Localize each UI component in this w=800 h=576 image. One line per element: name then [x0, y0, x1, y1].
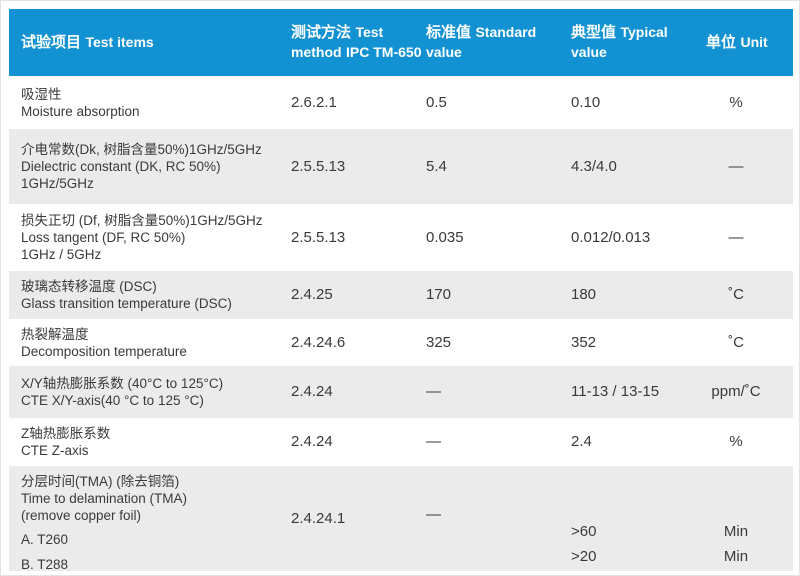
standard-value: 0.035 — [426, 228, 464, 246]
header-standard-zh: 标准值 — [426, 24, 472, 41]
item-line-en: Time to delamination (TMA) — [21, 491, 188, 506]
typical-value: 352 — [571, 333, 597, 351]
table-row-cte-xy: X/Y轴热膨胀系数 (40°C to 125°C) CTE X/Y-axis(4… — [9, 366, 793, 418]
item-line-en: Glass transition temperature (DSC) — [21, 296, 232, 311]
item-line-en: Dielectric constant (DK, RC 50%) — [21, 159, 221, 174]
sub-item-t288: B. T288 — [21, 557, 69, 572]
typical-value: 2.4 — [571, 433, 592, 450]
header-unit-en: Unit — [740, 33, 768, 50]
item-line-en2: 1GHz/5GHz — [21, 176, 94, 191]
header-unit-zh: 单位 — [706, 33, 737, 51]
unit-value: — — [728, 157, 744, 175]
item-line-zh: X/Y轴热膨胀系数 (40°C to 125°C) — [21, 376, 224, 391]
header-standard-en: Standard value — [426, 24, 537, 60]
item-line-en: CTE Z-axis — [21, 443, 89, 458]
properties-table: 试验项目 Test items 测试方法 Test method IPC TM-… — [9, 9, 793, 573]
item-line-en: Moisture absorption — [21, 103, 140, 119]
method-value: 2.4.24 — [291, 433, 333, 450]
item-line-zh: Z轴热膨胀系数 — [21, 426, 111, 441]
header-test-items-en: Test items — [85, 33, 154, 50]
unit-values: Min Min — [706, 523, 766, 566]
unit-value-t288: Min — [723, 548, 749, 565]
item-name: 介电常数(Dk, 树脂含量50%)1GHz/5GHz Dielectric co… — [9, 141, 291, 192]
typical-values: >60 >20 — [571, 523, 706, 566]
table-row-moisture-absorption: 吸湿性 Moisture absorption 2.6.2.1 0.5 0.10… — [9, 76, 793, 129]
item-line-zh: 介电常数(Dk, 树脂含量50%)1GHz/5GHz — [21, 142, 262, 157]
method-value: 2.4.24 — [291, 383, 333, 400]
item-line-en: CTE X/Y-axis(40 °C to 125 °C) — [21, 393, 204, 408]
item-name: Z轴热膨胀系数 CTE Z-axis — [9, 425, 291, 459]
table-row-delamination: 分层时间(TMA) (除去铜箔) Time to delamination (T… — [9, 466, 793, 573]
typical-value: 0.012/0.013 — [571, 228, 651, 246]
unit-value: ˚C — [728, 286, 744, 303]
method-value: 2.4.24.6 — [291, 333, 346, 351]
table-row-decomposition: 热裂解温度 Decomposition temperature 2.4.24.6… — [9, 319, 793, 366]
header-test-method-en: Test method — [291, 24, 384, 60]
item-name: 热裂解温度 Decomposition temperature — [9, 326, 291, 360]
unit-value: % — [729, 433, 743, 450]
header-test-method-spec: IPC TM-650 — [346, 44, 422, 60]
typical-value: 11-13 / 13-15 — [571, 383, 660, 400]
unit-value: ˚C — [728, 333, 744, 351]
typical-value-t288: >20 — [571, 548, 597, 565]
standard-value: 5.4 — [426, 157, 447, 175]
typical-value: 4.3/4.0 — [571, 157, 617, 175]
standard-value: 170 — [426, 286, 452, 303]
unit-value: — — [728, 228, 744, 246]
method-value: 2.6.2.1 — [291, 93, 337, 111]
header-typical-value: 典型值 Typical value — [571, 23, 706, 62]
item-line-zh: 分层时间(TMA) (除去铜箔) — [21, 474, 180, 489]
method-value: 2.4.25 — [291, 286, 333, 303]
table-header-row: 试验项目 Test items 测试方法 Test method IPC TM-… — [9, 9, 793, 76]
item-line-zh: 损失正切 (Df, 树脂含量50%)1GHz/5GHz — [21, 213, 263, 228]
item-line-zh: 热裂解温度 — [21, 326, 89, 342]
item-line-zh: 吸湿性 — [21, 86, 62, 102]
item-line-en2: (remove copper foil) — [21, 508, 142, 523]
method-value: 2.5.5.13 — [291, 157, 346, 175]
standard-value: 325 — [426, 333, 452, 351]
header-test-method-zh: 测试方法 — [291, 24, 352, 41]
item-line-en: Loss tangent (DF, RC 50%) — [21, 230, 186, 245]
item-name: 玻璃态转移温度 (DSC) Glass transition temperatu… — [9, 278, 291, 312]
header-unit: 单位 Unit — [706, 33, 793, 53]
unit-value: % — [729, 93, 743, 111]
item-line-en2: 1GHz / 5GHz — [21, 247, 102, 262]
header-standard-value: 标准值 Standard value — [426, 23, 571, 62]
sub-item-t260: A. T260 — [21, 532, 69, 547]
table-row-cte-z: Z轴热膨胀系数 CTE Z-axis 2.4.24 — 2.4 % — [9, 418, 793, 466]
standard-value: — — [426, 506, 441, 523]
header-test-items: 试验项目 Test items — [9, 33, 291, 53]
standard-value: 0.5 — [426, 93, 447, 111]
typical-value: 180 — [571, 286, 597, 303]
table-row-dielectric-constant: 介电常数(Dk, 树脂含量50%)1GHz/5GHz Dielectric co… — [9, 129, 793, 204]
header-test-items-zh: 试验项目 — [21, 33, 82, 51]
unit-value-t260: Min — [723, 523, 749, 540]
table-row-glass-transition: 玻璃态转移温度 (DSC) Glass transition temperatu… — [9, 271, 793, 319]
item-name: X/Y轴热膨胀系数 (40°C to 125°C) CTE X/Y-axis(4… — [9, 375, 291, 409]
table-row-loss-tangent: 损失正切 (Df, 树脂含量50%)1GHz/5GHz Loss tangent… — [9, 204, 793, 271]
item-line-zh: 玻璃态转移温度 (DSC) — [21, 279, 157, 294]
method-value: 2.4.24.1 — [291, 510, 346, 527]
method-value: 2.5.5.13 — [291, 228, 346, 246]
unit-value: ppm/˚C — [711, 383, 761, 400]
header-typical-en: Typical value — [571, 24, 668, 60]
header-typical-zh: 典型值 — [571, 24, 617, 41]
typical-value-t260: >60 — [571, 523, 597, 540]
item-name: 分层时间(TMA) (除去铜箔) Time to delamination (T… — [9, 466, 291, 573]
item-line-en: Decomposition temperature — [21, 343, 187, 359]
typical-value: 0.10 — [571, 93, 601, 111]
item-name: 吸湿性 Moisture absorption — [9, 86, 291, 120]
item-name: 损失正切 (Df, 树脂含量50%)1GHz/5GHz Loss tangent… — [9, 212, 291, 263]
header-test-method: 测试方法 Test method IPC TM-650 — [291, 23, 426, 62]
standard-value: — — [426, 433, 441, 450]
standard-value: — — [426, 383, 441, 400]
